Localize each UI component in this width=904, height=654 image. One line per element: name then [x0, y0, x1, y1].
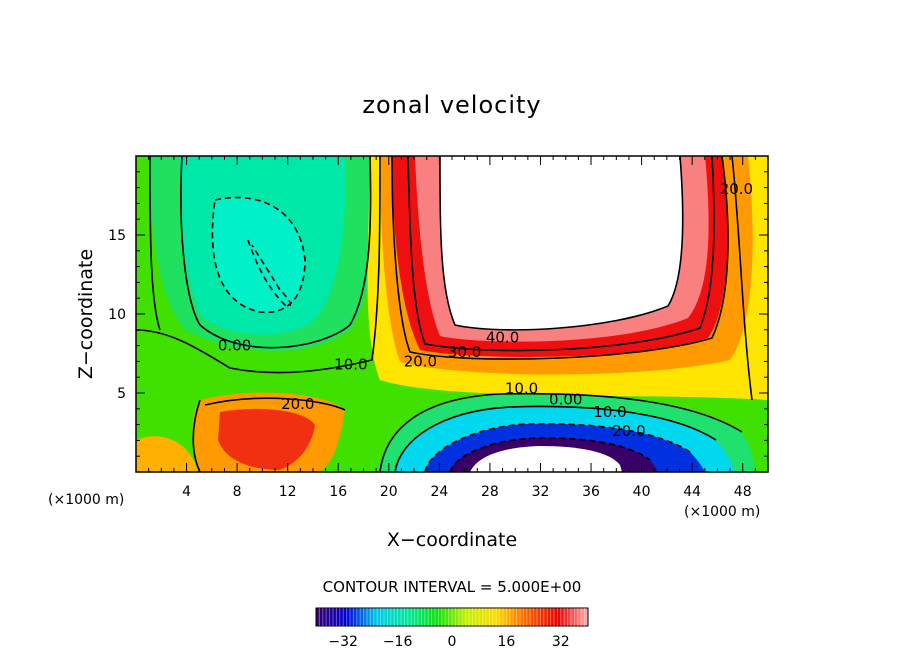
colorbar-tick-label: 16 — [497, 634, 515, 650]
x-tick-label: 32 — [532, 484, 550, 500]
contour-line-right-20 — [731, 156, 753, 401]
colorbar-tick-label: 32 — [552, 634, 570, 650]
contour-line-zero-lower — [394, 405, 717, 472]
contour-line-left-edge — [149, 156, 161, 331]
axis-ticks — [136, 156, 768, 472]
contour-label: 20.0 — [281, 395, 314, 413]
contour-label: 10.0 — [593, 403, 626, 421]
contour-line-zero-upper — [180, 156, 372, 349]
contour-label: 20.0 — [612, 422, 645, 440]
x-tick-label: 28 — [481, 484, 499, 500]
contour-line-30 — [407, 156, 715, 352]
x-tick-label: 20 — [380, 484, 398, 500]
field-region-lower-left-hot — [218, 408, 315, 470]
x-tick-label: 24 — [430, 484, 448, 500]
field-region-jet-core-white — [439, 156, 683, 330]
contour-line-warm-outer — [192, 399, 201, 472]
chart-title: zonal velocity — [362, 91, 541, 119]
contour-interval-text: CONTOUR INTERVAL = 5.000E+00 — [323, 578, 582, 596]
contour-line-negative-5 — [211, 196, 306, 314]
x-tick-label: 36 — [582, 484, 600, 500]
x-axis-title: X−coordinate — [387, 529, 517, 551]
y-tick-label: 5 — [117, 386, 126, 402]
colorbar-tick-label: 0 — [448, 634, 457, 650]
negative-contour-lines — [211, 196, 691, 472]
colorbar-gradient — [315, 607, 589, 627]
contour-line-20 — [391, 156, 729, 360]
contour-lines — [136, 156, 753, 472]
x-tick-label: 16 — [329, 484, 347, 500]
x-tick-label: 40 — [633, 484, 651, 500]
contour-line-10 — [136, 156, 381, 374]
contour-line-40 — [439, 156, 684, 331]
colorbar-tick-labels: −32 −16 0 16 32 — [328, 634, 569, 650]
contour-line-20-warm — [204, 397, 346, 411]
colorbar-tick-label: −32 — [328, 634, 358, 650]
field-region-bottom-left-warm — [136, 436, 198, 472]
contour-label: 0.00 — [549, 390, 582, 408]
contour-label: 30.0 — [448, 343, 481, 361]
colorbar: −32 −16 0 16 32 — [315, 607, 589, 650]
y-tick-label: 10 — [108, 307, 126, 323]
field-region-cold-core-white — [470, 446, 622, 472]
contour-label: 20.0 — [720, 180, 753, 198]
x-tick-label: 44 — [683, 484, 701, 500]
x-axis-left-unit: (×1000 m) — [48, 492, 124, 508]
x-tick-label: 48 — [734, 484, 752, 500]
contour-label: 40.0 — [486, 329, 519, 347]
x-tick-label: 4 — [182, 484, 191, 500]
contour-line-negative-20 — [449, 437, 651, 472]
contour-line-10-lower — [379, 392, 743, 472]
y-axis-title: Z−coordinate — [75, 249, 97, 379]
colorbar-stripes — [318, 608, 586, 626]
x-tick-label: 8 — [233, 484, 242, 500]
contour-field — [136, 156, 768, 472]
contour-label: 10.0 — [505, 379, 538, 397]
x-tick-label: 12 — [279, 484, 297, 500]
contour-label: 0.00 — [218, 337, 251, 355]
x-tick-labels: 4 8 12 16 20 24 28 32 36 40 44 48 — [182, 484, 752, 500]
y-tick-labels: 5 10 15 — [108, 228, 126, 402]
contour-label: 20.0 — [404, 352, 437, 370]
contour-line-negative-10-upper — [247, 239, 292, 307]
contour-labels: 40.030.020.010.00.0020.010.00.0010.020.0… — [218, 180, 753, 440]
contour-label: 10.0 — [334, 356, 367, 374]
x-axis-right-unit: (×1000 m) — [684, 504, 760, 520]
y-tick-label: 15 — [108, 228, 126, 244]
colorbar-tick-label: −16 — [383, 634, 413, 650]
